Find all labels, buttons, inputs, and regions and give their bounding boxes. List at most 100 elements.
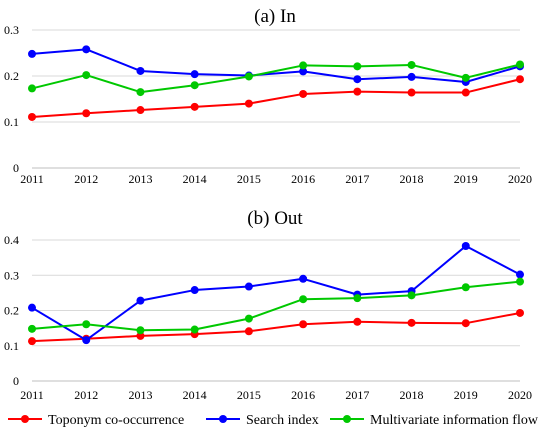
x-tick-label-out: 2018 — [400, 388, 424, 402]
chart-legend: Toponym co-occurrence Search index Multi… — [8, 413, 539, 428]
data-point-search-in — [28, 49, 36, 58]
legend-marker-multivariate — [343, 415, 351, 423]
data-point-toponym-in — [516, 75, 524, 84]
x-tick-label-out: 2016 — [291, 388, 315, 402]
series-line-toponym-out — [31, 311, 521, 343]
data-point-search-in — [136, 66, 145, 75]
y-tick-label-out: 0.4 — [4, 233, 19, 247]
data-point-toponym-out — [299, 320, 308, 329]
data-point-multivariate-in — [407, 60, 416, 69]
series-line-multivariate-in — [31, 63, 521, 94]
x-tick-label-in: 2014 — [183, 172, 207, 186]
x-tick-label-out: 2019 — [454, 388, 478, 402]
data-point-search-out — [244, 282, 253, 291]
chart-panel-in: (a) In 0 0.1 0.2 0.3 2011 2012 2013 2014 2015 201… — [4, 6, 532, 186]
data-point-search-out — [461, 241, 470, 250]
legend-label-search: Search index — [246, 413, 319, 428]
data-point-multivariate-in — [353, 62, 362, 71]
data-point-multivariate-in — [28, 84, 36, 93]
data-point-toponym-out — [136, 331, 145, 340]
data-point-search-out — [299, 274, 308, 283]
data-point-search-out — [190, 286, 199, 295]
data-point-search-out — [516, 270, 524, 279]
data-point-toponym-in — [299, 89, 308, 98]
x-tick-label-out: 2020 — [508, 388, 532, 402]
data-point-multivariate-out — [244, 314, 253, 323]
data-point-toponym-out — [244, 327, 253, 336]
data-point-multivariate-out — [516, 277, 524, 286]
series-line-search-out — [31, 244, 521, 342]
x-tick-label-in: 2020 — [508, 172, 532, 186]
data-point-toponym-out — [28, 337, 36, 346]
y-tick-label-in: 0 — [13, 161, 19, 175]
x-tick-label-in: 2012 — [74, 172, 98, 186]
data-point-toponym-in — [82, 109, 91, 118]
data-point-toponym-in — [407, 88, 416, 97]
chart-title-out: (b) Out — [247, 208, 303, 229]
legend-item-toponym: Toponym co-occurrence — [8, 413, 184, 428]
x-tick-label-in: 2016 — [291, 172, 315, 186]
legend-marker-search — [219, 415, 227, 423]
legend-marker-toponym — [21, 415, 29, 423]
y-tick-label-out: 0 — [13, 374, 19, 388]
data-point-search-in — [407, 72, 416, 81]
data-point-toponym-in — [461, 88, 470, 97]
x-tick-label-in: 2013 — [128, 172, 152, 186]
y-tick-label-out: 0.1 — [4, 339, 19, 353]
x-tick-label-out: 2014 — [183, 388, 207, 402]
data-point-multivariate-in — [299, 61, 308, 70]
chart-title-in: (a) In — [254, 6, 296, 27]
data-point-multivariate-out — [461, 283, 470, 292]
data-point-multivariate-in — [244, 72, 253, 81]
legend-item-multivariate: Multivariate information flow — [330, 413, 539, 428]
y-tick-label-in: 0.3 — [4, 23, 19, 37]
x-tick-label-in: 2017 — [345, 172, 369, 186]
chart-panel-out: (b) Out 0 0.1 0.2 0.3 0.4 2011 2012 2013 2014 201… — [4, 208, 532, 402]
legend-label-multivariate: Multivariate information flow — [370, 413, 539, 428]
x-tick-label-out: 2011 — [20, 388, 44, 402]
data-point-search-out — [82, 336, 91, 345]
data-point-multivariate-out — [299, 295, 308, 304]
x-tick-label-out: 2015 — [237, 388, 261, 402]
x-tick-label-in: 2018 — [400, 172, 424, 186]
data-point-search-out — [28, 303, 36, 312]
y-tick-label-in: 0.2 — [4, 69, 19, 83]
x-tick-label-in: 2011 — [20, 172, 44, 186]
data-point-multivariate-out — [136, 326, 145, 335]
series-line-multivariate-out — [31, 280, 521, 332]
data-point-toponym-out — [516, 308, 524, 317]
x-tick-label-in: 2015 — [237, 172, 261, 186]
series-line-search-in — [31, 48, 521, 83]
legend-item-search: Search index — [206, 413, 319, 428]
data-point-toponym-in — [28, 112, 36, 121]
data-point-multivariate-in — [82, 71, 91, 80]
data-point-toponym-in — [244, 99, 253, 108]
data-point-multivariate-out — [407, 291, 416, 300]
x-tick-label-out: 2012 — [74, 388, 98, 402]
legend-label-toponym: Toponym co-occurrence — [48, 413, 184, 428]
data-point-search-in — [299, 67, 308, 76]
data-point-multivariate-in — [516, 60, 524, 69]
x-tick-label-out: 2013 — [128, 388, 152, 402]
series-line-toponym-in — [31, 78, 521, 118]
y-tick-label-out: 0.2 — [4, 304, 19, 318]
data-point-multivariate-out — [353, 294, 362, 303]
data-point-search-out — [136, 296, 145, 305]
data-point-toponym-in — [353, 87, 362, 96]
data-point-multivariate-out — [28, 324, 36, 333]
data-point-toponym-in — [136, 106, 145, 115]
data-point-toponym-out — [353, 317, 362, 326]
data-point-search-in — [82, 45, 91, 54]
data-point-search-in — [353, 75, 362, 84]
x-tick-label-in: 2019 — [454, 172, 478, 186]
data-point-toponym-out — [461, 319, 470, 328]
x-tick-label-out: 2017 — [345, 388, 369, 402]
data-point-multivariate-in — [136, 88, 145, 97]
y-tick-label-out: 0.3 — [4, 268, 19, 282]
data-point-multivariate-in — [461, 73, 470, 82]
y-tick-label-in: 0.1 — [4, 115, 19, 129]
data-point-multivariate-in — [190, 81, 199, 90]
data-point-multivariate-out — [190, 325, 199, 334]
data-point-toponym-out — [407, 318, 416, 327]
